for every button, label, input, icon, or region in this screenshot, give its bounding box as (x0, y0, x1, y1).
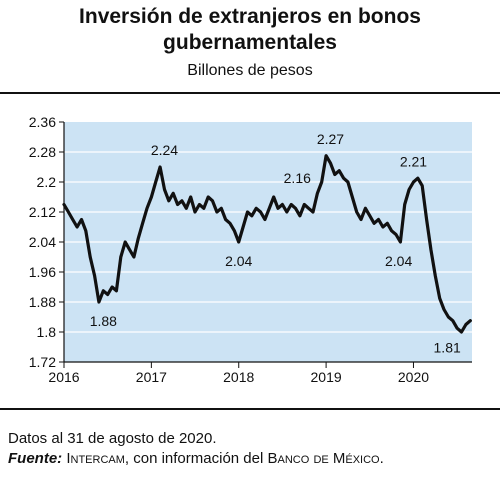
chart-title: Inversión de extranjeros en bonos gubern… (0, 4, 500, 56)
data-label: 1.81 (434, 339, 461, 355)
data-label: 1.88 (90, 313, 117, 329)
x-tick-label: 2019 (311, 369, 342, 385)
y-tick-label: 2.04 (29, 234, 56, 250)
x-tick-label: 2020 (398, 369, 429, 385)
x-tick-label: 2018 (223, 369, 254, 385)
y-tick-label: 2.2 (37, 174, 57, 190)
series-line (62, 154, 472, 334)
top-rule (0, 92, 500, 94)
line-chart: 1.72 1.8 1.88 1.96 2.04 2.12 2.2 2.28 2.36 2016 20… (29, 114, 472, 385)
source-org: Intercam (66, 450, 125, 467)
bottom-rule (0, 408, 500, 410)
data-label: 2.24 (151, 142, 178, 158)
y-tick-label: 2.36 (29, 114, 56, 130)
source-bank: Banco de México (267, 450, 380, 467)
y-tick-label: 1.88 (29, 294, 56, 310)
chart-title-line-1: Inversión de extranjeros en bonos (79, 5, 421, 28)
chart-subtitle: Billones de pesos (187, 62, 313, 79)
source-end: . (379, 450, 384, 467)
y-tick-label: 1.72 (29, 354, 56, 370)
source-mid: , con información del (124, 450, 268, 467)
data-label: 2.16 (284, 170, 311, 186)
source-note: Fuente: Intercam, con información del Ba… (8, 450, 384, 467)
y-tick-label: 2.12 (29, 204, 56, 220)
x-tick-label: 2016 (48, 369, 79, 385)
x-tick-label: 2017 (136, 369, 167, 385)
y-tick-label: 2.28 (29, 144, 56, 160)
y-tick-label: 1.96 (29, 264, 56, 280)
source-lead: Fuente: (8, 450, 63, 467)
data-label: 2.04 (225, 253, 252, 269)
y-tick-label: 1.8 (37, 324, 57, 340)
data-label: 2.04 (385, 253, 412, 269)
chart-title-line-2: gubernamentales (163, 31, 337, 54)
data-label: 2.21 (400, 153, 427, 169)
data-date-note: Datos al 31 de agosto de 2020. (8, 430, 217, 447)
data-label: 2.27 (317, 131, 344, 147)
